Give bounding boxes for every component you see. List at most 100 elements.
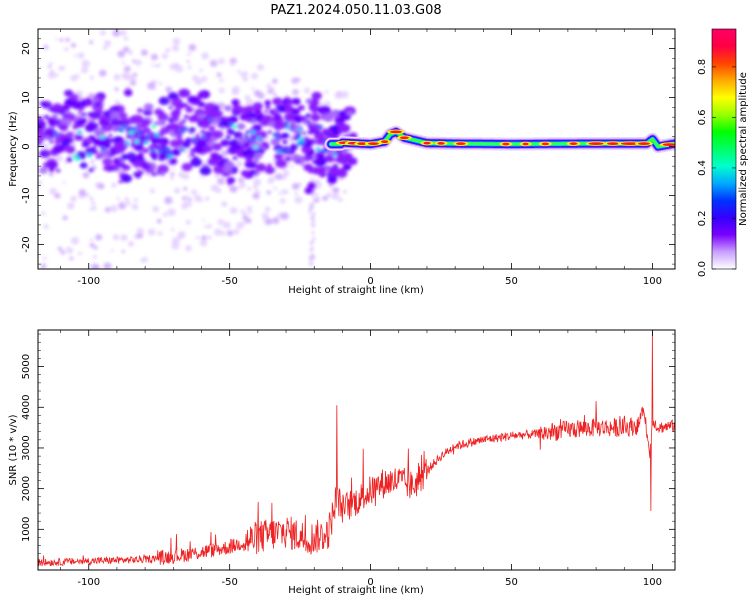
noise-blob [70, 43, 77, 48]
noise-blob [174, 63, 179, 67]
noise-blob [340, 91, 349, 99]
noise-blob [114, 87, 119, 92]
signal-blob [185, 106, 194, 113]
noise-blob [59, 38, 64, 42]
signal-core [53, 131, 59, 136]
noise-blob [40, 211, 46, 216]
signal-blob [307, 182, 316, 190]
noise-blob [248, 211, 252, 215]
noise-blob [237, 69, 241, 74]
signal-blob [70, 100, 82, 109]
signal-blob [41, 100, 52, 109]
ridge-core [357, 142, 367, 146]
signal-blob [48, 162, 57, 170]
noise-blob [120, 29, 127, 36]
signal-blob [142, 127, 152, 134]
colorbar-ticks: 0.0 0.2 0.4 0.6 0.8 [697, 59, 736, 277]
signal-blob [160, 126, 170, 135]
signal-blob [134, 143, 145, 152]
signal-blob [245, 157, 253, 164]
signal-blob [121, 174, 133, 183]
signal-blob [310, 138, 316, 143]
signal-blob [197, 91, 206, 99]
noise-blob [263, 219, 269, 224]
signal-blob [328, 166, 340, 175]
signal-blob [200, 121, 210, 129]
signal-core [208, 117, 213, 122]
noise-blob [293, 80, 297, 84]
signal-blob [136, 108, 143, 113]
colorbar: 0.0 0.2 0.4 0.6 0.8 Normalized spectral ampl… [697, 28, 749, 277]
signal-blob [189, 127, 196, 133]
signal-blob [253, 108, 262, 116]
noise-blob [312, 194, 315, 198]
signal-blob [53, 144, 65, 154]
noise-blob [324, 90, 329, 94]
ridge-core [662, 143, 675, 146]
noise-blob [185, 245, 193, 252]
signal-blob [316, 160, 322, 164]
signal-blob [103, 165, 111, 171]
signal-blob [195, 133, 200, 137]
signal-blob [317, 153, 325, 159]
signal-blob [299, 157, 306, 163]
noise-blob [157, 231, 163, 236]
signal-blob [157, 118, 167, 126]
noise-blob [141, 257, 148, 263]
noise-blob [91, 264, 100, 269]
signal-core [299, 138, 305, 143]
signal-blob [193, 156, 199, 160]
noise-blob [55, 73, 59, 77]
signal-blob [167, 123, 177, 130]
signal-blob [197, 113, 205, 120]
signal-blob [108, 138, 115, 143]
signal-blob [300, 162, 305, 166]
noise-blob [165, 48, 171, 53]
signal-core [74, 157, 80, 162]
signal-blob [99, 140, 111, 150]
signal-blob [193, 145, 204, 154]
signal-core [180, 147, 185, 152]
noise-blob [70, 195, 77, 202]
signal-blob [223, 116, 229, 121]
signal-blob [100, 125, 106, 130]
noise-blob [309, 207, 313, 211]
noise-blob [49, 187, 57, 195]
noise-blob [269, 177, 274, 182]
noise-blob [271, 217, 280, 225]
noise-blob [123, 203, 127, 207]
signal-blob [253, 158, 259, 163]
noise-blob [207, 235, 212, 240]
noise-blob [113, 74, 121, 81]
signal-blob [118, 180, 123, 184]
signal-core [73, 154, 78, 159]
noise-blob [156, 218, 162, 224]
signal-blob [40, 152, 45, 156]
noise-blob [290, 165, 294, 169]
signal-blob [44, 127, 56, 137]
signal-blob [252, 102, 263, 111]
noise-blob [280, 212, 289, 220]
signal-blob [77, 110, 83, 115]
noise-blob [103, 40, 112, 47]
signal-blob [81, 141, 90, 148]
noise-blob [128, 78, 133, 82]
noise-blob [54, 19, 57, 22]
noise-blob [217, 219, 224, 226]
signal-blob [302, 131, 306, 135]
signal-blob [199, 140, 208, 147]
signal-blob [95, 101, 101, 106]
noise-blob [279, 198, 286, 204]
signal-blob [336, 121, 344, 128]
signal-core [150, 148, 156, 153]
noise-blob [81, 59, 90, 68]
signal-blob [113, 141, 120, 147]
noise-blob [54, 37, 58, 41]
signal-blob [217, 123, 222, 128]
noise-blob [187, 52, 192, 56]
noise-blob [199, 239, 208, 247]
signal-blob [273, 101, 277, 105]
signal-blob [274, 109, 279, 113]
signal-blob [275, 159, 287, 168]
noise-blob [242, 214, 249, 221]
